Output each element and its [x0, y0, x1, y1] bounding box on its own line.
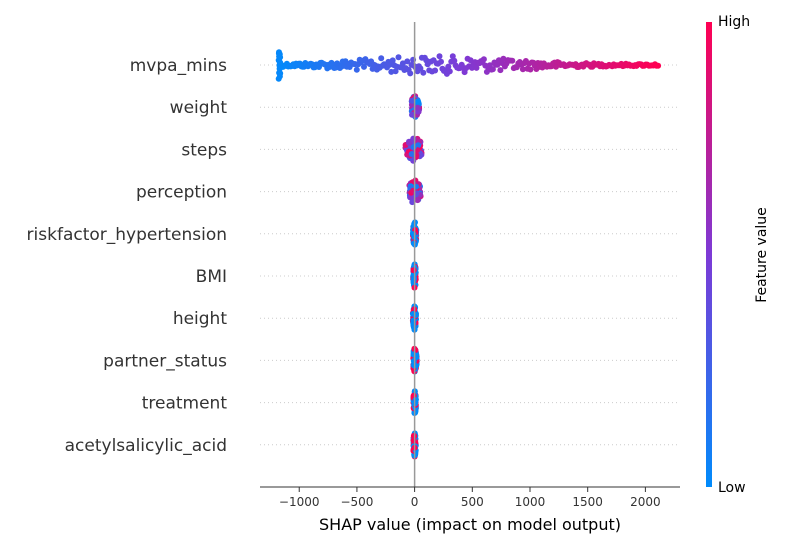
feature-label: treatment [142, 394, 228, 414]
shap-point [446, 68, 453, 75]
shap-point [276, 53, 283, 60]
x-tick-label: −500 [340, 495, 373, 509]
shap-point [353, 66, 360, 73]
feature-label: steps [181, 140, 227, 160]
colorbar [706, 22, 712, 487]
shap-point [407, 70, 414, 77]
shap-point [378, 55, 385, 62]
shap-point [480, 56, 487, 63]
x-tick-label: 1000 [515, 495, 546, 509]
shap-point [389, 57, 396, 64]
shap-point [409, 97, 416, 104]
shap-point [395, 54, 402, 61]
shap-point [409, 111, 415, 118]
shap-point [420, 69, 427, 76]
shap-point [432, 67, 439, 74]
shap-point [519, 66, 526, 73]
shap-point [277, 59, 284, 66]
shap-point [410, 277, 417, 284]
shap-point [410, 437, 417, 444]
shap-point [473, 64, 480, 71]
colorbar-high-label: High [718, 14, 750, 30]
shap-point [410, 317, 417, 324]
x-tick-label: 2000 [630, 495, 661, 509]
shap-point [527, 66, 534, 73]
shap-point [415, 98, 421, 105]
x-axis-title: SHAP value (impact on model output) [319, 515, 621, 534]
shap-point [410, 267, 417, 274]
feature-label: riskfactor_hypertension [27, 225, 227, 245]
feature-label: partner_status [103, 351, 227, 371]
shap-point [438, 58, 444, 65]
feature-label: weight [170, 98, 228, 118]
shap-point [414, 197, 421, 204]
shap-point [451, 57, 458, 64]
shap-point [409, 199, 416, 206]
shap-point [500, 55, 507, 62]
shap-point [497, 67, 504, 74]
shap-point [410, 240, 417, 247]
shap-point [489, 66, 496, 73]
shap-point [404, 58, 411, 65]
x-tick-label: 500 [461, 495, 484, 509]
feature-label: mvpa_mins [130, 56, 227, 76]
shap-point [275, 75, 282, 82]
x-tick-label: 0 [411, 495, 419, 509]
x-tick-label: −1000 [279, 495, 320, 509]
beeswarm-points [275, 49, 662, 460]
shap-point [277, 70, 284, 77]
shap-point [392, 68, 399, 75]
feature-label: perception [136, 183, 227, 203]
shap-point [406, 140, 413, 146]
shap-point [412, 397, 419, 404]
x-axis-ticks: −1000 −500 0 500 1000 1500 2000 [279, 487, 661, 509]
shap-point [414, 104, 421, 111]
shap-point [436, 53, 443, 60]
feature-label: acetylsalicylic_acid [65, 436, 227, 456]
shap-point [655, 62, 662, 69]
shap-point [386, 61, 393, 68]
shap-point [361, 63, 367, 70]
shap-point [410, 135, 417, 142]
shap-point [408, 151, 415, 157]
shap-point [509, 57, 516, 64]
colorbar-low-label: Low [718, 480, 746, 496]
colorbar-title: Feature value [754, 207, 770, 303]
x-tick-label: 1500 [572, 495, 603, 509]
shap-point [417, 65, 424, 72]
feature-label: height [173, 309, 228, 329]
shap-point [445, 63, 452, 70]
feature-label: BMI [196, 267, 227, 287]
